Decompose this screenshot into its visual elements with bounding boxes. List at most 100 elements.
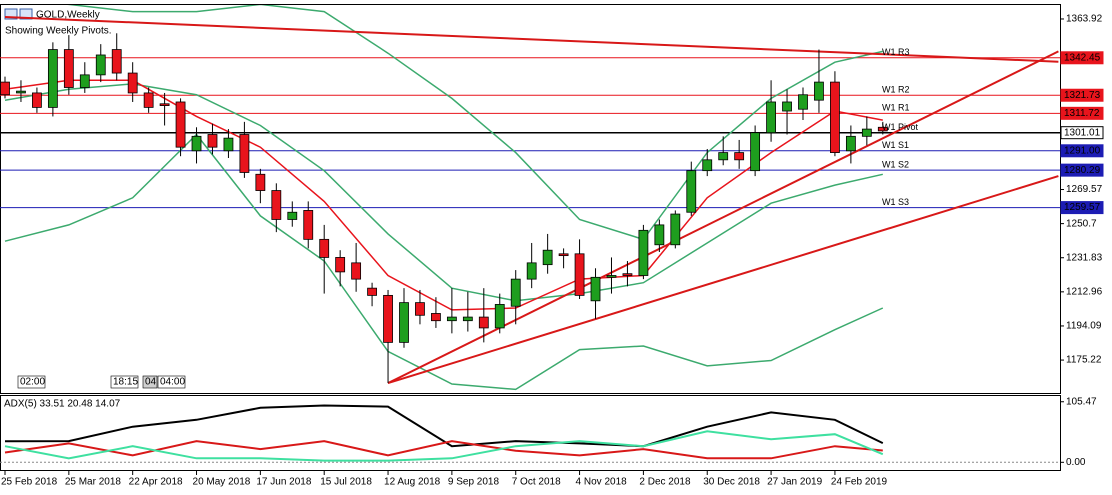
adx-line [4,404,884,448]
time-box [157,375,186,389]
x-tick-label: 20 May 2018 [193,477,251,488]
candle-body [830,81,840,153]
indicator-line [67,5,883,241]
x-tick-label: 7 Oct 2018 [512,477,561,488]
time-label: 04 [145,377,157,388]
price-box-label: 1291.00 [1064,145,1101,156]
adx-title: ADX(5) 33.51 20.48 14.07 [4,399,121,410]
candle-body [63,49,74,88]
candle-body [750,132,761,172]
candle-body [16,90,26,94]
trend-line [4,16,1059,63]
y-tick-label: 1231.83 [1066,252,1103,263]
x-tick-label: 12 Aug 2018 [384,477,441,488]
x-tick-label: 2 Dec 2018 [639,477,691,488]
y-tick-label: 0.00 [1066,457,1086,468]
time-box [142,375,158,389]
x-tick-label: 27 Jan 2019 [767,477,822,488]
candle-body [446,316,457,322]
pivot-label: W1 Pivot [882,122,919,132]
candle-body [223,137,234,152]
candle-body [861,128,872,137]
candle-body [415,302,425,316]
time-box [110,375,139,389]
candle-body [367,287,377,296]
trend-line [387,175,1059,385]
main-plot [0,5,1060,391]
time-label: 02:00 [20,377,45,388]
candle-body [718,152,729,161]
price-box-label: 1342.45 [1064,52,1101,63]
y-tick-label: 1363.92 [1066,14,1103,25]
candle-body [383,294,393,343]
price-box-label: 1321.73 [1064,90,1101,101]
y-tick-label: 1212.96 [1066,286,1103,297]
candle-body [335,257,346,273]
candle-body [0,81,10,96]
x-tick-label: 17 Jun 2018 [256,477,311,488]
y-tick-label: 105.47 [1066,396,1097,407]
price-box [1060,126,1104,140]
candle-body [782,101,792,112]
candle-body [766,101,776,134]
x-tick-label: 4 Nov 2018 [576,477,628,488]
candle-body [606,275,617,278]
price-box [1060,201,1104,215]
time-label: 18:15 [113,377,138,388]
indicator-line [4,133,884,391]
y-tick-label: 1175.22 [1066,355,1102,366]
x-tick-label: 22 Apr 2018 [129,477,183,488]
price-box [1060,163,1104,177]
candle-body [159,103,170,106]
chart-title: GOLD,Weekly [36,10,100,21]
y-tick-label: 1250.7 [1066,218,1097,229]
pivot-label: W1 S1 [882,140,909,150]
price-box [1060,51,1104,65]
x-tick-label: 25 Mar 2018 [65,477,122,488]
candle-body [431,313,441,322]
pivot-label: W1 R1 [882,103,910,113]
candle-body [239,134,250,173]
price-box-label: 1311.72 [1064,108,1100,119]
candle-body [287,211,298,220]
candle-body [638,229,649,276]
candle-body [207,134,218,148]
price-box-label: 1259.57 [1064,202,1101,213]
candle-body [255,173,266,191]
y-tick-label: 1269.57 [1066,184,1103,195]
pivot-label: W1 S2 [882,160,909,170]
candle-body [462,316,473,322]
candle-body [175,101,186,148]
adx-plot [0,404,1060,463]
candle-body [798,94,808,110]
candle-body [845,135,856,152]
candle-body [95,54,106,76]
candle-body [319,238,330,258]
x-tick-label: 25 Feb 2018 [1,477,58,488]
price-box-label: 1280.29 [1064,165,1101,176]
icon [19,8,33,20]
candle-body [590,276,601,302]
chart-subtitle: Showing Weekly Pivots. [5,26,112,37]
candle-body [702,159,713,172]
candle-body [494,304,505,329]
x-tick-label: 30 Dec 2018 [703,477,760,488]
y-tick-label: 1194.09 [1066,321,1102,332]
time-label: 04:00 [160,377,185,388]
price-box [1060,106,1104,120]
candle-body [47,49,58,108]
candle-body [526,262,537,280]
icon [4,8,18,20]
x-tick-label: 9 Sep 2018 [448,477,500,488]
candle-body [303,210,314,240]
candle-body [877,126,888,132]
adx-frame [0,395,1061,471]
time-box [17,375,46,389]
adx-line [4,430,884,462]
candle-body [558,253,569,257]
candle-body [510,278,521,307]
candle-body [32,92,42,108]
candle-body [143,92,154,108]
